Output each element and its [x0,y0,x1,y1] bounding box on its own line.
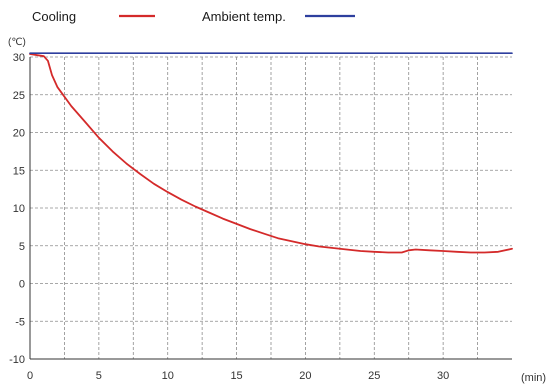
series-line-cooling [29,53,513,254]
y-tick-label: -10 [9,354,25,366]
y-tick-label: 10 [13,203,25,215]
x-axis-unit: (min) [521,372,546,384]
y-axis-unit: (℃) [8,37,26,48]
axes [29,57,512,360]
y-tick-labels: -10 -5 0 5 10 15 20 25 30 [9,52,25,366]
y-tick-label: 25 [13,90,25,102]
x-tick-label: 30 [437,370,449,382]
y-tick-label: 30 [13,52,25,64]
x-tick-label: 10 [162,370,174,382]
x-tick-label: 0 [27,370,33,382]
x-tick-label: 5 [96,370,102,382]
x-tick-label: 25 [368,370,380,382]
legend-label-cooling: Cooling [32,9,76,24]
x-tick-label: 15 [230,370,242,382]
legend: Cooling Ambient temp. [32,9,355,24]
y-tick-label: 15 [13,165,25,177]
series-lines [29,52,513,254]
y-tick-label: -5 [15,316,25,328]
y-tick-label: 20 [13,128,25,140]
y-tick-label: 0 [19,279,25,291]
x-tick-labels: 0 5 10 15 20 25 30 [27,370,449,382]
x-tick-label: 20 [299,370,311,382]
y-tick-label: 5 [19,241,25,253]
legend-label-ambient: Ambient temp. [202,9,286,24]
grid [30,56,512,359]
